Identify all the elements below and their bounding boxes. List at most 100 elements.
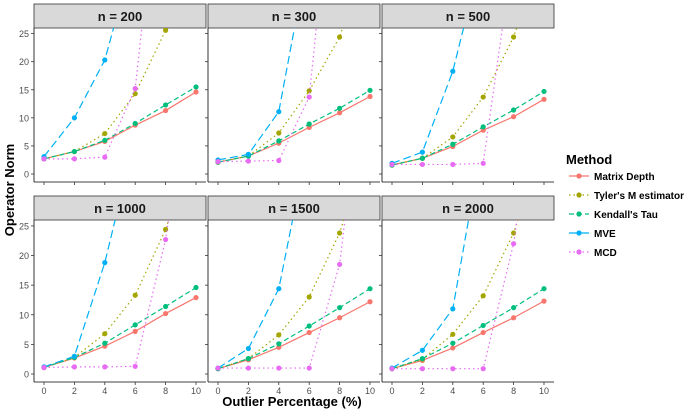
facet-title: n = 500	[446, 9, 490, 24]
facet-panel: n = 500	[379, 3, 555, 185]
series-line-tyler-s-m-estimator	[217, 28, 344, 163]
facet-panel: n = 300	[205, 3, 381, 185]
data-point	[102, 57, 108, 63]
data-point	[367, 286, 373, 292]
series-line-mcd	[392, 28, 504, 166]
y-tick-label: 10	[19, 310, 29, 320]
series-line-kendall-s-tau	[391, 90, 545, 166]
data-point	[480, 329, 486, 336]
y-tick-label: 10	[19, 113, 29, 123]
data-point	[419, 161, 425, 168]
data-point	[367, 299, 373, 305]
data-point	[71, 156, 77, 162]
data-point	[419, 356, 425, 362]
data-point	[306, 329, 312, 336]
data-point	[215, 365, 221, 371]
x-axis-title: Outlier Percentage (%)	[222, 394, 361, 409]
data-point	[450, 134, 456, 140]
facet-panel: n = 2000 0 2 4 6 8 10	[379, 195, 555, 396]
data-point	[541, 88, 547, 95]
data-point	[510, 107, 517, 113]
data-point	[541, 298, 547, 304]
series-line-mcd	[392, 220, 518, 370]
facet-title: n = 1000	[94, 201, 146, 216]
data-point	[337, 305, 343, 311]
data-point	[276, 332, 282, 338]
facet-panel: n = 1000 0 5 10 15 20 25 0 2 4 6 8 10	[19, 195, 207, 396]
series-line-kendall-s-tau	[217, 288, 371, 370]
data-point	[450, 68, 456, 74]
series-line-matrix-depth	[43, 297, 197, 369]
series-line-mcd	[218, 220, 346, 369]
series-line-mve	[217, 220, 294, 369]
facet-panel: n = 200 0 5 10 15 20 25	[19, 3, 207, 185]
legend-label: MVE	[594, 229, 616, 240]
y-tick-label: 20	[19, 251, 29, 261]
axes-layer: Operator Norm Outlier Percentage (%)	[2, 144, 362, 409]
x-tick-label: 0	[389, 386, 394, 396]
x-tick-label: 4	[102, 386, 107, 396]
data-point	[276, 344, 282, 350]
data-point	[480, 160, 486, 166]
series-line-matrix-depth	[391, 300, 545, 370]
data-point	[102, 260, 108, 266]
x-tick-label: 8	[163, 386, 168, 396]
data-point	[245, 365, 251, 371]
data-point	[102, 154, 108, 160]
facet-strip	[33, 195, 207, 221]
data-point	[276, 138, 282, 144]
data-point	[541, 286, 547, 292]
data-point	[41, 364, 47, 371]
x-tick-label: 8	[337, 386, 342, 396]
data-point	[389, 161, 395, 168]
data-point	[276, 365, 282, 371]
data-point	[480, 322, 486, 329]
series-line-matrix-depth	[217, 301, 371, 370]
data-point	[480, 94, 486, 100]
data-point	[245, 158, 251, 164]
data-point	[102, 340, 108, 346]
x-tick-label: 2	[420, 386, 425, 396]
legend-key-point	[576, 211, 582, 217]
data-point	[480, 293, 486, 299]
legend-label: Tyler's M estimator	[594, 191, 684, 202]
x-tick-label: 4	[276, 386, 281, 396]
series-line-mcd	[43, 220, 170, 369]
x-tick-label: 10	[539, 386, 549, 396]
series-line-tyler-s-m-estimator	[43, 220, 170, 369]
data-point	[102, 364, 108, 370]
data-point	[480, 124, 486, 130]
data-point	[419, 347, 425, 353]
y-tick-label: 25	[19, 221, 29, 231]
facet-strip	[33, 3, 207, 29]
legend-title: Method	[566, 152, 612, 167]
data-point	[132, 120, 138, 127]
data-point	[306, 121, 312, 127]
data-point	[306, 88, 312, 94]
data-point	[193, 89, 199, 95]
facet-panel: n = 1500 0 2 4 6 8 10	[205, 195, 381, 396]
plot-area	[389, 28, 547, 168]
legend-entry: Matrix Depth	[569, 172, 655, 183]
series-line-mve	[43, 28, 115, 157]
data-point	[71, 115, 77, 121]
data-point	[245, 356, 251, 362]
series-line-mve	[391, 220, 470, 369]
y-tick-label: 15	[19, 281, 29, 291]
data-point	[450, 331, 456, 337]
x-tick-label: 6	[133, 386, 138, 396]
legend-key-point	[576, 249, 582, 255]
data-point	[132, 363, 138, 369]
data-point	[71, 353, 77, 359]
legend-key-point	[576, 230, 582, 236]
data-point	[41, 156, 47, 162]
x-tick-label: 2	[246, 386, 251, 396]
x-tick-label: 4	[450, 386, 455, 396]
data-point	[450, 345, 456, 351]
x-tick-label: 10	[365, 386, 375, 396]
plot-area	[389, 220, 547, 372]
legend-entry: MCD	[569, 248, 617, 259]
series-line-mve	[391, 28, 465, 164]
